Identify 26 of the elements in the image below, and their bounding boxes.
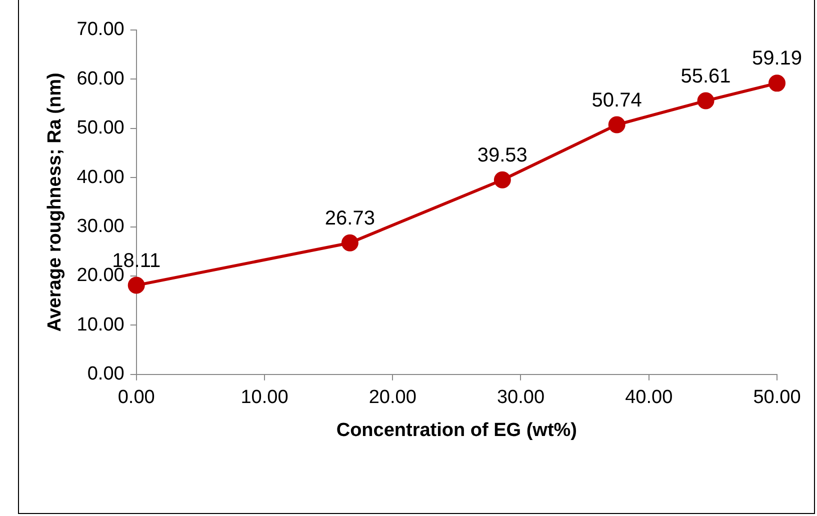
x-tick-label: 50.00 xyxy=(753,387,801,408)
data-label: 50.74 xyxy=(592,89,642,112)
y-tick-label: 30.00 xyxy=(76,216,124,238)
data-label: 26.73 xyxy=(324,207,375,230)
x-tick-label: 0.00 xyxy=(118,387,155,408)
x-tick-label: 30.00 xyxy=(496,387,545,408)
y-tick-label: 70.00 xyxy=(76,19,124,40)
x-tick-label: 10.00 xyxy=(240,387,288,408)
y-tick-label: 10.00 xyxy=(76,314,124,336)
y-tick-label: 0.00 xyxy=(87,364,124,385)
point xyxy=(128,276,145,294)
x-tick-label: 20.00 xyxy=(368,387,416,408)
point xyxy=(768,74,786,92)
y-tick-label: 50.00 xyxy=(76,118,124,139)
data-label: 39.53 xyxy=(477,144,528,166)
point xyxy=(697,92,714,110)
x-tick-label: 40.00 xyxy=(625,387,673,408)
point xyxy=(494,171,511,188)
y-axis-title: Average roughness; Ra (nm) xyxy=(44,72,66,332)
y-tick-label: 60.00 xyxy=(76,68,124,90)
data-label: 55.61 xyxy=(680,65,731,88)
point xyxy=(608,116,626,134)
point xyxy=(341,234,358,252)
data-label: 59.19 xyxy=(752,48,802,70)
y-tick-label: 40.00 xyxy=(76,166,124,188)
x-axis-title: Concentration of EG (wt%) xyxy=(336,420,577,441)
